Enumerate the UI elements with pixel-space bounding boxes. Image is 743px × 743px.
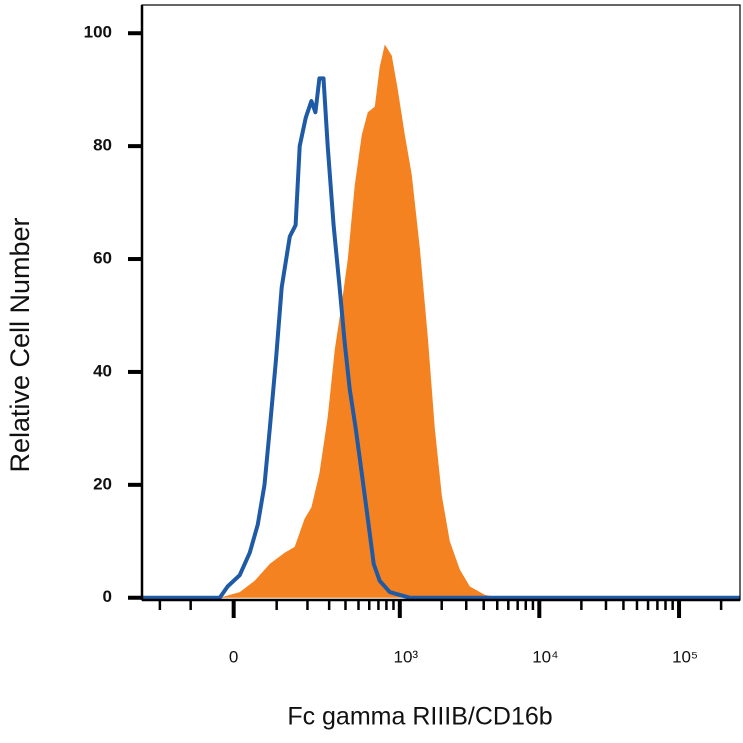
x-tick-label: 0 — [229, 647, 238, 666]
y-axis-label: Relative Cell Number — [5, 217, 35, 472]
histogram-area — [142, 44, 740, 598]
histogram-line — [142, 76, 740, 600]
x-tick-label: 10⁴ — [532, 647, 558, 666]
y-tick-label: 100 — [84, 23, 112, 42]
x-tick-label: 10³ — [394, 647, 419, 666]
y-tick-label: 20 — [93, 474, 112, 493]
x-tick-label: 10⁵ — [672, 647, 698, 666]
x-axis-label: Fc gamma RIIIB/CD16b — [287, 703, 552, 731]
y-tick-label: 0 — [103, 587, 112, 606]
y-tick-label: 80 — [93, 136, 112, 155]
y-tick-label: 60 — [93, 249, 112, 268]
y-tick-label: 40 — [93, 361, 112, 380]
